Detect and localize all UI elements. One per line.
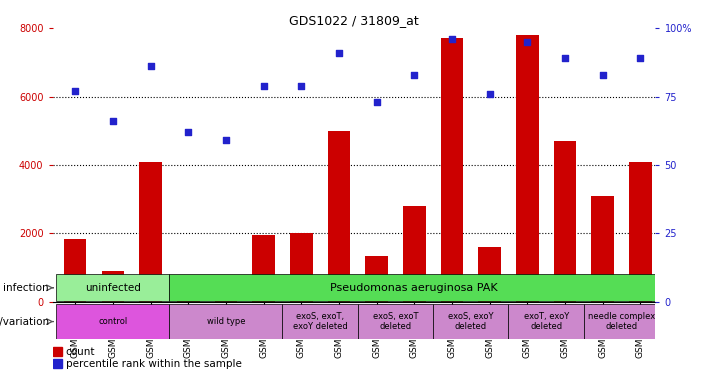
Bar bbox=[441, 38, 463, 302]
Bar bbox=[516, 35, 538, 302]
Bar bbox=[433, 304, 508, 339]
Bar bbox=[554, 141, 576, 302]
Point bbox=[447, 36, 458, 42]
Bar bbox=[102, 271, 124, 302]
Text: count: count bbox=[66, 346, 95, 357]
Point bbox=[409, 72, 420, 78]
Text: uninfected: uninfected bbox=[85, 283, 141, 293]
Point bbox=[522, 39, 533, 45]
Bar bbox=[53, 359, 62, 368]
Bar bbox=[56, 274, 170, 302]
Text: control: control bbox=[98, 317, 128, 326]
Point bbox=[69, 88, 81, 94]
Bar bbox=[170, 274, 659, 302]
Bar bbox=[177, 280, 200, 302]
Point bbox=[258, 82, 269, 88]
Bar bbox=[403, 206, 426, 302]
Title: GDS1022 / 31809_at: GDS1022 / 31809_at bbox=[289, 14, 419, 27]
Text: Pseudomonas aeruginosa PAK: Pseudomonas aeruginosa PAK bbox=[330, 283, 498, 293]
Bar bbox=[365, 256, 388, 302]
Point bbox=[220, 137, 231, 143]
Point bbox=[145, 63, 156, 69]
Point bbox=[334, 50, 345, 56]
Bar bbox=[170, 304, 283, 339]
Bar bbox=[56, 304, 170, 339]
Text: wild type: wild type bbox=[207, 317, 245, 326]
Text: percentile rank within the sample: percentile rank within the sample bbox=[66, 359, 242, 369]
Bar bbox=[629, 162, 652, 302]
Point bbox=[635, 55, 646, 61]
Bar bbox=[139, 162, 162, 302]
Point bbox=[107, 118, 118, 124]
Bar bbox=[584, 304, 659, 339]
Bar bbox=[53, 347, 62, 356]
Text: genotype/variation: genotype/variation bbox=[0, 316, 49, 327]
Point bbox=[296, 82, 307, 88]
Text: exoS, exoT
deleted: exoS, exoT deleted bbox=[373, 312, 418, 331]
Bar bbox=[478, 247, 501, 302]
Bar bbox=[64, 238, 86, 302]
Text: exoT, exoY
deleted: exoT, exoY deleted bbox=[524, 312, 569, 331]
Bar bbox=[290, 233, 313, 302]
Text: exoS, exoY
deleted: exoS, exoY deleted bbox=[448, 312, 494, 331]
Point bbox=[559, 55, 571, 61]
Bar bbox=[215, 280, 237, 302]
Text: exoS, exoT,
exoY deleted: exoS, exoT, exoY deleted bbox=[293, 312, 348, 331]
Bar bbox=[283, 304, 358, 339]
Bar bbox=[252, 235, 275, 302]
Point bbox=[182, 129, 193, 135]
Bar bbox=[327, 131, 350, 302]
Text: needle complex
deleted: needle complex deleted bbox=[588, 312, 655, 331]
Text: infection: infection bbox=[4, 283, 49, 293]
Bar bbox=[592, 196, 614, 302]
Point bbox=[371, 99, 382, 105]
Bar bbox=[508, 304, 584, 339]
Point bbox=[484, 91, 495, 97]
Bar bbox=[358, 304, 433, 339]
Point bbox=[597, 72, 608, 78]
